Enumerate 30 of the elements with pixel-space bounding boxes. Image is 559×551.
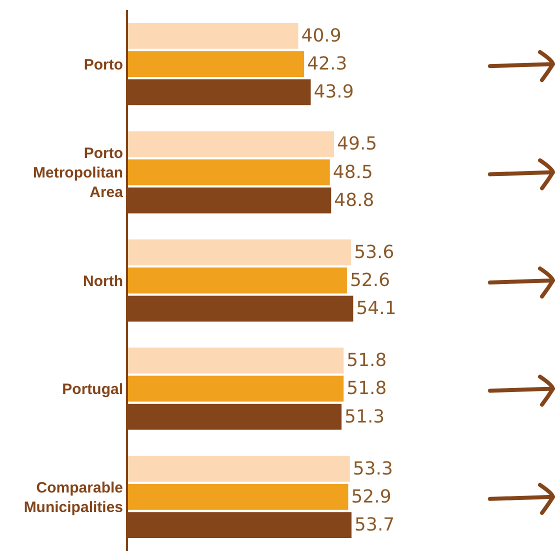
- bar: [128, 456, 350, 482]
- data-label: 43.9: [314, 82, 354, 103]
- data-label: 52.6: [350, 270, 390, 291]
- y-tick-label: North: [83, 272, 123, 290]
- bar: [128, 159, 330, 186]
- y-tick-label: Comparable Municipalities: [24, 479, 123, 516]
- data-label: 40.9: [301, 25, 342, 46]
- bar: [128, 348, 344, 374]
- data-label: 54.1: [356, 298, 396, 320]
- bar: [128, 239, 352, 266]
- data-label: 49.5: [337, 134, 378, 155]
- data-label: 53.7: [354, 514, 395, 536]
- y-tick-label: Porto: [84, 56, 123, 74]
- data-label: 53.6: [354, 242, 394, 263]
- bar: [128, 376, 344, 402]
- bar: [128, 484, 348, 510]
- data-label: 48.5: [332, 162, 373, 183]
- bar: [128, 23, 298, 49]
- data-label: 52.9: [351, 486, 392, 508]
- y-tick-label: Porto Metropolitan Area: [33, 145, 124, 202]
- y-tick-label: Portugal: [62, 380, 123, 398]
- bar: [128, 51, 304, 78]
- data-label: 51.8: [346, 378, 387, 400]
- bar: [128, 268, 347, 294]
- data-label: 51.8: [346, 350, 387, 372]
- bar: [128, 131, 334, 158]
- data-label: 42.3: [307, 54, 348, 75]
- data-label: 48.8: [334, 190, 374, 211]
- data-label: 53.3: [352, 458, 393, 480]
- data-label: 51.3: [344, 406, 385, 428]
